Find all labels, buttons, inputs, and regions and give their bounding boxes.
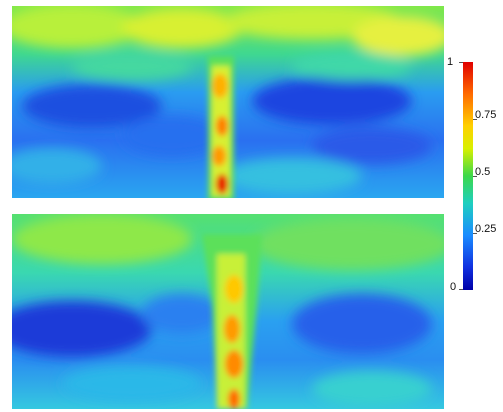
colorbar-tick-mark xyxy=(473,176,477,177)
field-image-bottom xyxy=(12,214,444,409)
field-image-top xyxy=(12,6,444,198)
colorbar-tick-mark xyxy=(473,119,477,120)
colorbar-label-max: 1 xyxy=(447,56,454,68)
colorbar-tick-mark xyxy=(473,233,477,234)
colorbar-tick-mark xyxy=(459,289,463,290)
colorbar-label-min: 0 xyxy=(450,281,457,293)
colorbar-tick-mark xyxy=(459,62,463,63)
colorbar-label-05: 0.5 xyxy=(475,166,491,178)
colorbar-label-075: 0.75 xyxy=(475,109,497,121)
colorbar xyxy=(463,62,473,290)
colorbar-label-025: 0.25 xyxy=(475,223,497,235)
